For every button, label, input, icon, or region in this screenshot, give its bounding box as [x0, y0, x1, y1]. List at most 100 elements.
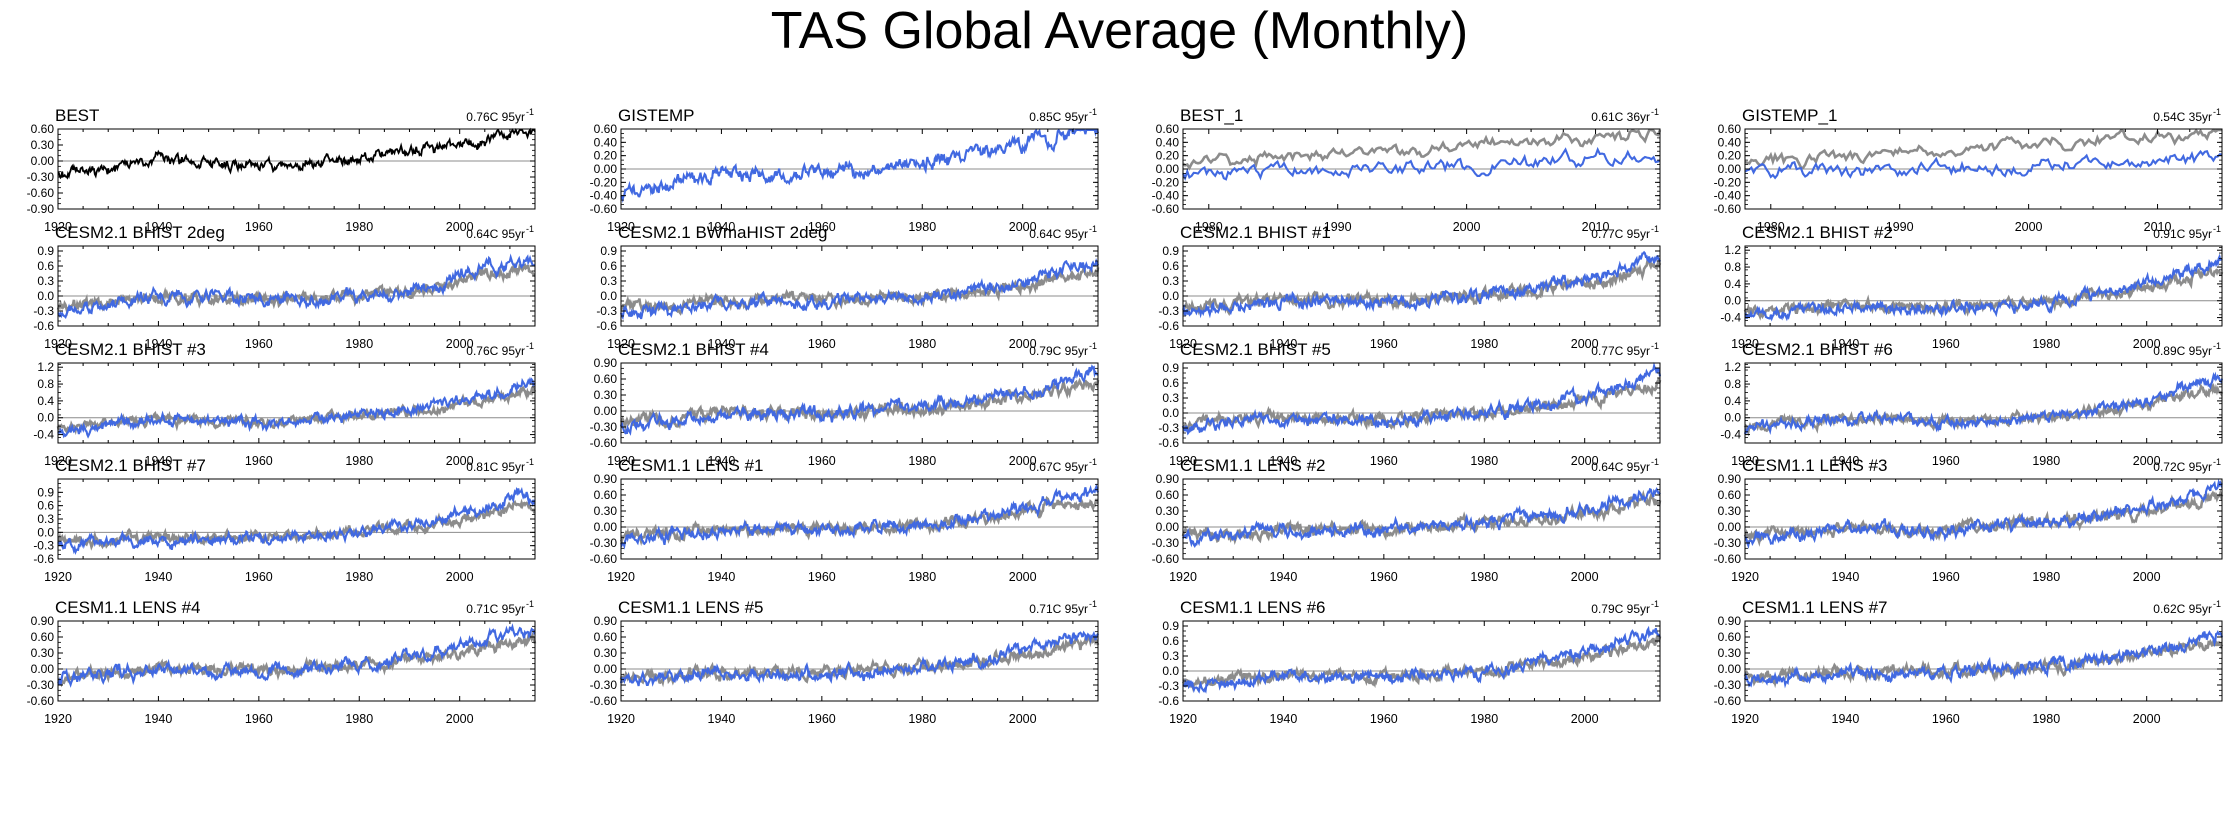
plot-frame	[620, 362, 1099, 444]
panel-trend-label: 0.76C 95yr	[466, 344, 525, 358]
y-tick-label: -0.3	[1158, 679, 1179, 693]
y-tick-label: 0.9	[37, 485, 54, 499]
series-line-model	[1182, 250, 1661, 319]
y-tick-label: 0.30	[594, 646, 618, 660]
series-line-model	[1182, 487, 1661, 548]
y-tick-label: -0.40	[1714, 189, 1742, 203]
panel-title: GISTEMP	[618, 106, 695, 125]
x-tick-label: 2010	[2144, 220, 2172, 234]
x-tick-label: 1940	[708, 220, 736, 234]
y-tick-label: 0.8	[1724, 260, 1741, 274]
x-tick-label: 2000	[1571, 570, 1599, 584]
y-tick-label: 1.2	[1724, 360, 1741, 374]
panel-14: CESM1.1 LENS #1 0.67C 95yr -1 1920 1940 1960 1…	[590, 456, 1099, 584]
x-tick-label: 1960	[808, 337, 836, 351]
y-tick-label: 0.3	[37, 274, 54, 288]
plot-frame	[57, 478, 536, 560]
y-tick-label: -0.60	[1714, 552, 1742, 566]
series-line-model	[1743, 371, 2224, 436]
y-tick-label: -0.60	[1714, 202, 1742, 216]
y-tick-label: 0.6	[1162, 259, 1179, 273]
x-tick-label: 1920	[1731, 712, 1759, 726]
y-tick-label: 0.20	[1718, 149, 1742, 163]
y-tick-label: -0.4	[1720, 311, 1741, 325]
x-tick-label: 1980	[345, 712, 373, 726]
plot-frame	[1744, 478, 2223, 560]
x-tick-label: 1980	[908, 337, 936, 351]
x-tick-label: 2000	[446, 220, 474, 234]
y-tick-label: 0.00	[594, 662, 618, 676]
x-tick-label: 1920	[1731, 337, 1759, 351]
panel-title: BEST	[55, 106, 99, 125]
panel-title: CESM2.1 BHIST #7	[55, 456, 206, 475]
y-tick-label: 0.30	[1718, 504, 1742, 518]
x-tick-label: 1920	[607, 337, 635, 351]
x-tick-label: 1920	[44, 712, 72, 726]
x-tick-label: 1940	[145, 570, 173, 584]
x-tick-label: 1980	[2032, 337, 2060, 351]
x-tick-label: 1920	[1169, 454, 1197, 468]
series-line-model	[1744, 253, 2223, 322]
y-tick-label: 0.6	[600, 259, 617, 273]
y-tick-label: -0.3	[1158, 421, 1179, 435]
x-tick-label: 1960	[808, 712, 836, 726]
y-tick-label: -0.3	[33, 539, 54, 553]
series-line-model	[57, 253, 536, 320]
x-tick-label: 1980	[345, 337, 373, 351]
panel-trend-exponent: -1	[1089, 457, 1097, 467]
panel-20: CESM1.1 LENS #7 0.62C 95yr -1 1920 1940 1960 1…	[1714, 598, 2224, 726]
y-tick-label: 0.0	[37, 411, 54, 425]
series-line-model	[57, 623, 536, 688]
x-tick-label: 1960	[808, 570, 836, 584]
series-line-reference	[619, 377, 1100, 431]
panel-19: CESM1.1 LENS #6 0.79C 95yr -1 1920 1940 1960 1…	[1158, 598, 1662, 726]
x-tick-label: 1980	[2032, 570, 2060, 584]
panel-title: CESM1.1 LENS #1	[618, 456, 764, 475]
x-tick-label: 1920	[44, 337, 72, 351]
y-tick-label: 0.00	[1718, 162, 1742, 176]
y-tick-label: -0.30	[1152, 536, 1180, 550]
y-tick-label: 0.0	[37, 525, 54, 539]
series-line-model	[1181, 361, 1662, 436]
panel-trend-label: 0.62C 95yr	[2153, 602, 2212, 616]
y-tick-label: 0.0	[1724, 294, 1741, 308]
panel-13: CESM2.1 BHIST #7 0.81C 95yr -1 1920 1940 1960…	[33, 456, 536, 584]
x-tick-label: 1960	[1932, 570, 1960, 584]
panel-trend-exponent: -1	[2213, 599, 2221, 609]
y-tick-label: 0.60	[1718, 122, 1742, 136]
panel-trend-exponent: -1	[526, 341, 534, 351]
y-tick-label: -0.6	[1158, 436, 1179, 450]
series-line-model	[620, 483, 1099, 550]
x-tick-label: 1960	[1370, 337, 1398, 351]
panel-title: CESM1.1 LENS #6	[1180, 598, 1326, 617]
x-tick-label: 1960	[1370, 454, 1398, 468]
y-tick-label: 0.9	[1162, 619, 1179, 633]
x-tick-label: 1960	[808, 454, 836, 468]
panel-trend-label: 0.54C 35yr	[2153, 110, 2212, 124]
y-tick-label: 0.0	[37, 289, 54, 303]
x-tick-label: 1980	[1470, 570, 1498, 584]
panel-17: CESM1.1 LENS #4 0.71C 95yr -1 1920 1940 1960 1…	[27, 598, 537, 726]
panel-trend-label: 0.64C 95yr	[1591, 460, 1650, 474]
series-line-reference	[619, 495, 1099, 547]
x-tick-label: 1940	[708, 712, 736, 726]
panel-title: CESM2.1 BHIST #1	[1180, 223, 1331, 242]
y-tick-label: 0.4	[37, 394, 54, 408]
y-tick-label: 0.60	[594, 488, 618, 502]
x-tick-label: 2000	[1009, 337, 1037, 351]
y-tick-label: -0.6	[33, 319, 54, 333]
panel-trend-label: 0.64C 95yr	[1029, 227, 1088, 241]
y-tick-label: 0.20	[594, 149, 618, 163]
x-tick-label: 1940	[708, 570, 736, 584]
panel-title: CESM1.1 LENS #2	[1180, 456, 1326, 475]
x-tick-label: 2000	[446, 712, 474, 726]
x-tick-label: 1920	[44, 570, 72, 584]
y-tick-label: 0.9	[1162, 361, 1179, 375]
x-tick-label: 1960	[1370, 570, 1398, 584]
y-tick-label: 0.0	[1162, 406, 1179, 420]
x-tick-label: 2000	[1009, 570, 1037, 584]
